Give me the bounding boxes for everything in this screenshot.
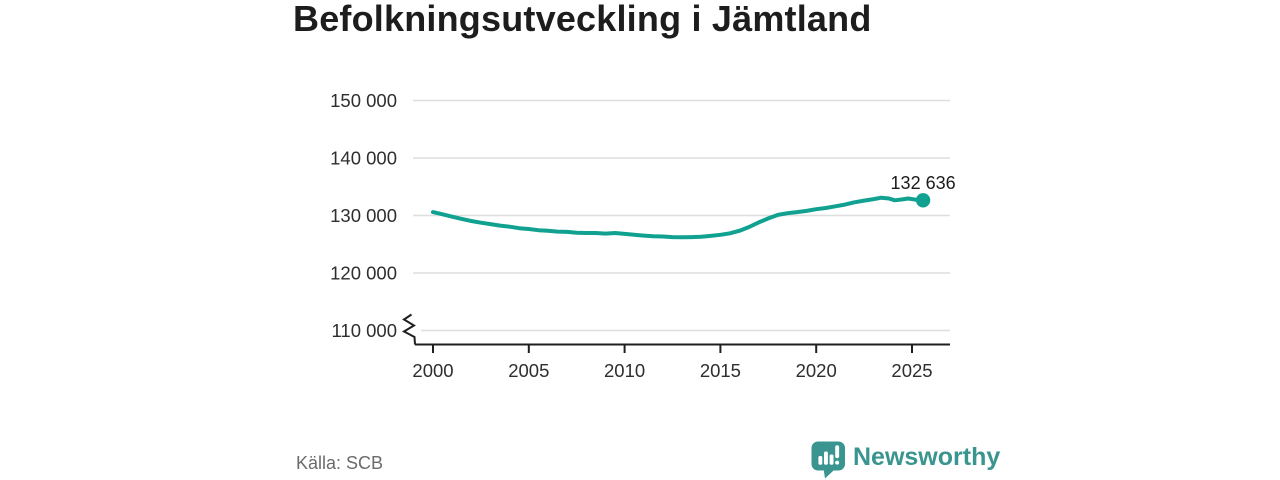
newsworthy-logo-icon <box>811 441 845 479</box>
source-attribution: Källa: SCB <box>296 453 384 473</box>
x-axis-tick-label: 2015 <box>700 360 741 381</box>
y-axis-tick-label: 150 000 <box>330 90 397 111</box>
y-axis-tick-label: 120 000 <box>330 263 397 284</box>
newsworthy-logo: Newsworthy <box>811 441 1000 479</box>
x-axis-tick-label: 2010 <box>604 360 645 381</box>
axis-break-zigzag <box>401 313 416 345</box>
y-axis-tick-label: 110 000 <box>332 320 398 341</box>
chart-title: Befolkningsutveckling i Jämtland <box>293 0 872 39</box>
exclamation-stem <box>835 445 840 459</box>
exclamation-dot <box>835 460 840 465</box>
bar-chart-bar-3 <box>829 454 834 465</box>
newsworthy-logo-text: Newsworthy <box>853 443 1001 471</box>
x-axis-tick-label: 2025 <box>891 360 932 381</box>
latest-value-label: 132 636 <box>891 173 956 193</box>
x-axis-tick-label: 2020 <box>796 360 837 381</box>
bar-chart-bar-2 <box>824 451 828 465</box>
speech-bubble-shape <box>811 441 845 479</box>
x-axis-tick-label: 2000 <box>412 360 453 381</box>
y-axis-tick-label: 130 000 <box>330 205 397 226</box>
y-axis-tick-label: 140 000 <box>330 148 397 169</box>
latest-point-marker <box>915 193 931 208</box>
bar-chart-bar-1 <box>818 456 823 465</box>
population-line <box>431 195 926 240</box>
x-axis-tick-label: 2005 <box>508 360 549 381</box>
